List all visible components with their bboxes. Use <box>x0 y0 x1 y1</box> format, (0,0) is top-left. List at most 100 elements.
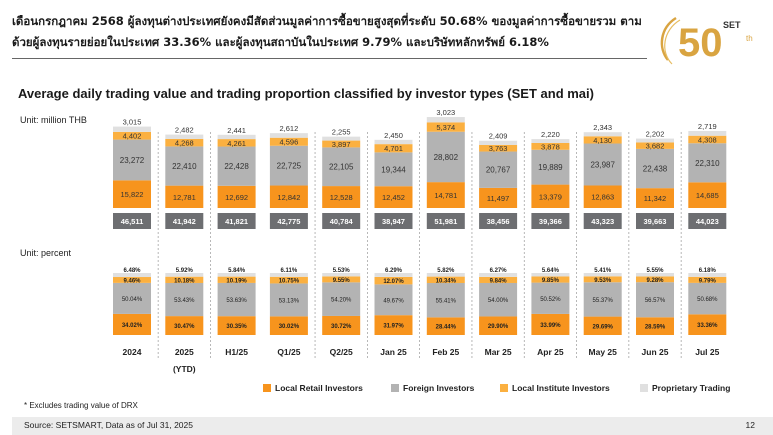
bar-retail <box>583 185 622 208</box>
bar-retail <box>217 185 256 208</box>
value-label-proprietary: 2,441 <box>227 126 246 135</box>
bar-institute <box>426 122 465 132</box>
value-label-foreign: 23,272 <box>120 156 145 165</box>
value-label-institute: 4,402 <box>123 132 142 141</box>
percent-bar-retail <box>583 316 622 335</box>
value-label-proprietary: 2,612 <box>280 124 299 133</box>
percent-bar-foreign <box>531 282 570 314</box>
bar-institute <box>217 139 256 147</box>
total-label: 38,947 <box>382 217 405 226</box>
percent-label-proprietary: 6.18% <box>699 268 717 274</box>
percent-bar-foreign <box>113 282 151 314</box>
logo-text: SET <box>723 20 741 30</box>
bar-foreign <box>583 143 622 186</box>
percent-bar-foreign <box>217 282 256 317</box>
value-label-institute: 3,682 <box>646 142 665 151</box>
percent-bar-proprietary <box>479 272 518 277</box>
source-text: Source: SETSMART, Data as of Jul 31, 202… <box>24 420 193 430</box>
value-label-foreign: 19,889 <box>538 163 563 172</box>
percent-label-retail: 34.02% <box>122 323 143 329</box>
value-label-proprietary: 3,023 <box>436 108 455 117</box>
value-label-foreign: 22,438 <box>643 165 668 174</box>
value-label-proprietary: 2,450 <box>384 131 403 140</box>
bar-institute <box>269 137 308 146</box>
total-box <box>113 213 151 229</box>
logo-number: 50 <box>678 21 723 65</box>
percent-label-proprietary: 6.48% <box>123 268 141 274</box>
percent-label-foreign: 50.04% <box>122 297 143 303</box>
value-label-retail: 13,379 <box>539 192 562 201</box>
percent-label-institute: 9.84% <box>490 278 508 284</box>
percent-label-foreign: 55.41% <box>436 299 457 305</box>
bar-proprietary <box>374 139 413 145</box>
bar-retail <box>269 185 308 208</box>
percent-bar-retail <box>217 316 256 335</box>
value-label-foreign: 22,428 <box>224 162 249 171</box>
bar-proprietary <box>531 139 570 143</box>
legend-swatch-foreign <box>391 384 399 392</box>
percent-label-retail: 28.44% <box>436 325 457 331</box>
category-label: Jun 25 <box>642 347 669 357</box>
legend-label-retail: Local Retail Investors <box>275 383 363 393</box>
bar-retail <box>322 186 361 208</box>
total-box <box>479 213 518 229</box>
bar-institute <box>688 135 727 144</box>
percent-bar-institute <box>322 276 361 283</box>
bar-proprietary <box>165 134 204 139</box>
percent-bar-institute <box>374 276 413 285</box>
total-box <box>374 213 413 229</box>
bar-foreign <box>374 152 413 187</box>
percent-bar-retail <box>165 316 204 335</box>
bar-proprietary <box>217 134 256 140</box>
total-box <box>688 213 727 229</box>
percent-bar-institute <box>113 277 151 283</box>
percent-bar-proprietary <box>165 273 204 277</box>
bar-proprietary <box>322 136 361 141</box>
value-label-institute: 3,763 <box>489 144 508 153</box>
value-label-retail: 12,781 <box>173 193 196 202</box>
percent-bar-foreign <box>426 283 465 318</box>
percent-label-foreign: 50.52% <box>540 297 561 303</box>
percent-label-retail: 31.97% <box>383 324 404 330</box>
value-label-retail: 12,863 <box>591 193 614 202</box>
bar-foreign <box>217 146 256 186</box>
value-label-institute: 4,130 <box>593 136 612 145</box>
value-label-foreign: 19,344 <box>381 165 406 174</box>
value-label-foreign: 22,105 <box>329 163 354 172</box>
footnote: * Excludes trading value of DRX <box>24 401 138 410</box>
percent-bar-proprietary <box>217 272 256 277</box>
value-label-retail: 11,342 <box>644 194 666 203</box>
total-box <box>217 213 256 229</box>
bar-institute <box>113 131 151 140</box>
total-label: 38,456 <box>487 217 510 226</box>
value-label-proprietary: 2,202 <box>646 130 665 139</box>
total-label: 51,981 <box>434 217 457 226</box>
percent-bar-institute <box>583 276 622 283</box>
percent-bar-institute <box>479 276 518 283</box>
header-divider <box>12 58 647 59</box>
bar-foreign <box>269 145 308 186</box>
value-label-proprietary: 2,343 <box>593 123 612 132</box>
bar-institute <box>479 144 518 152</box>
percent-bar-retail <box>531 313 570 335</box>
bar-retail <box>426 182 465 208</box>
bar-retail <box>165 185 204 208</box>
category-label: Apr 25 <box>537 347 564 357</box>
percent-label-institute: 9.79% <box>699 278 717 284</box>
value-label-proprietary: 2,719 <box>698 122 717 131</box>
percent-label-retail: 30.47% <box>174 324 195 330</box>
value-label-retail: 14,685 <box>696 191 719 200</box>
percent-bar-proprietary <box>583 273 622 277</box>
total-label: 46,511 <box>121 217 144 226</box>
bar-retail <box>113 180 151 208</box>
total-label: 43,323 <box>591 217 614 226</box>
value-label-retail: 14,781 <box>434 191 457 200</box>
percent-label-institute: 10.18% <box>174 278 195 284</box>
percent-bar-proprietary <box>688 272 727 277</box>
headline-text: เดือนกรกฎาคม 2568 ผู้ลงทุนต่างประเทศยังค… <box>12 14 642 49</box>
percent-bar-proprietary <box>636 273 674 277</box>
percent-bar-proprietary <box>113 273 151 278</box>
percent-label-retail: 29.69% <box>593 324 614 330</box>
percent-label-retail: 28.59% <box>645 325 666 331</box>
legend-label-institute: Local Institute Investors <box>512 383 610 393</box>
